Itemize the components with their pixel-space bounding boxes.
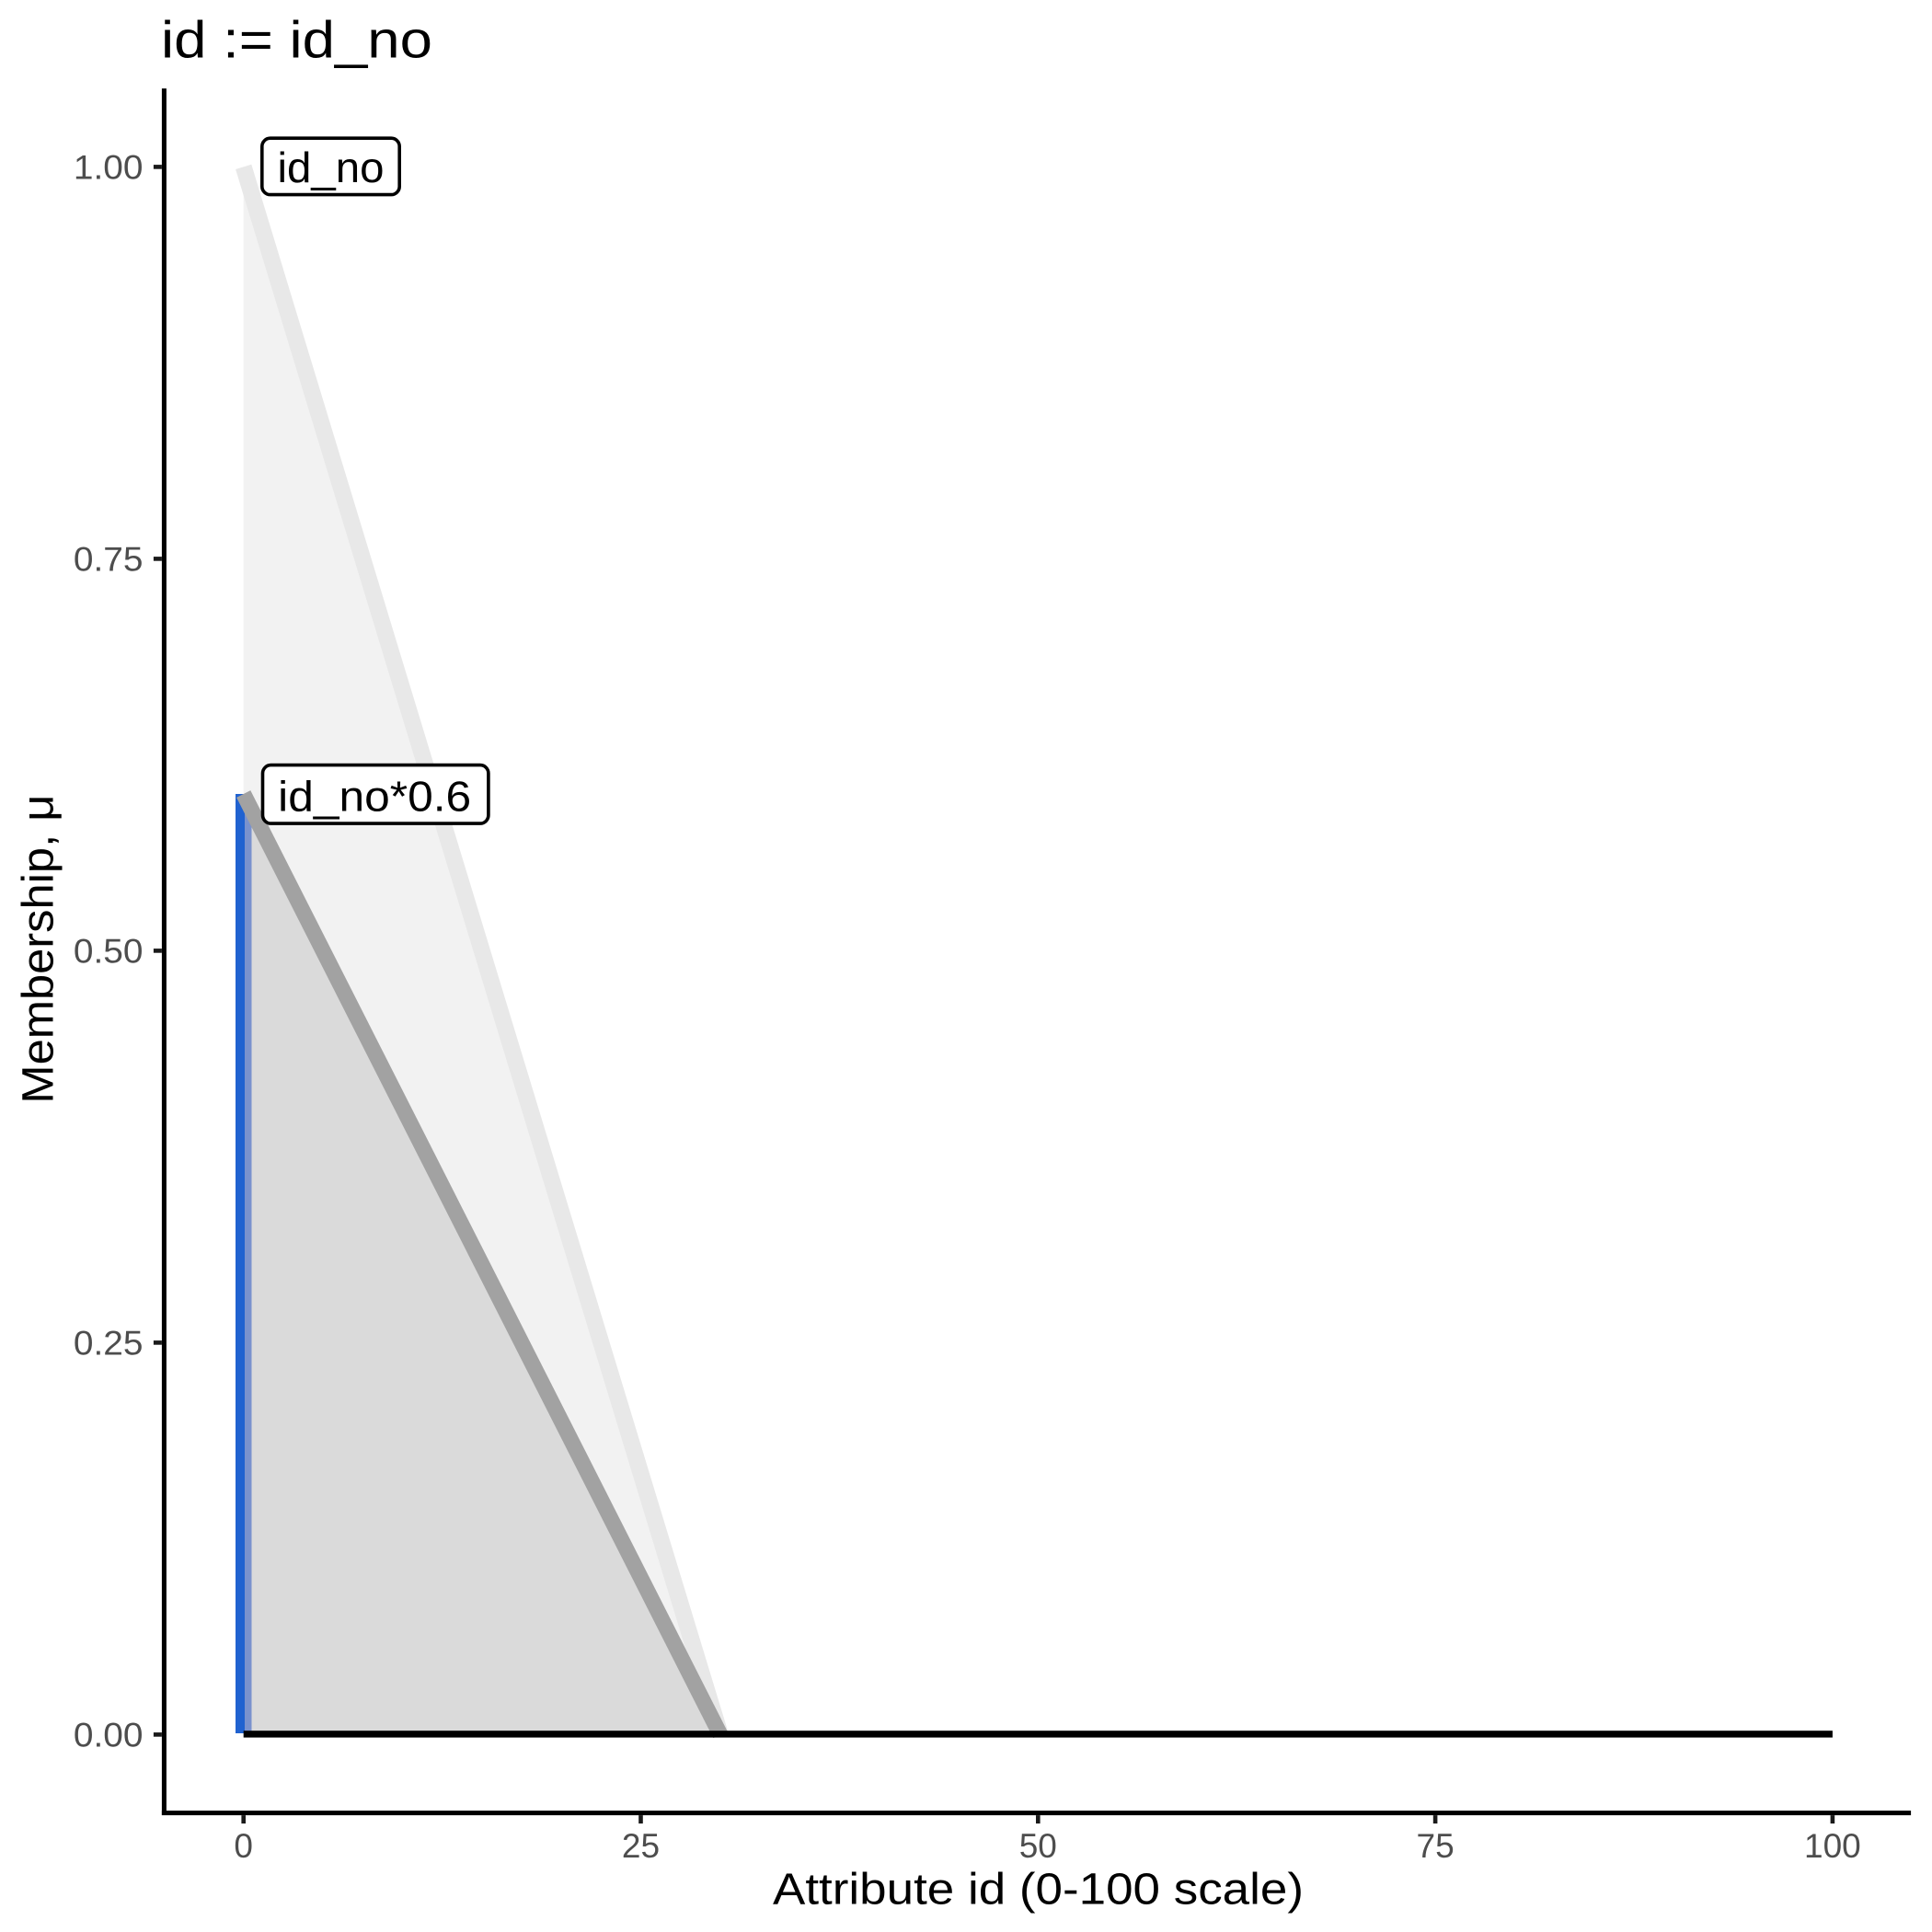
svg-text:75: 75 bbox=[1417, 1827, 1455, 1865]
svg-text:50: 50 bbox=[1019, 1827, 1057, 1865]
svg-text:id := id_no: id := id_no bbox=[161, 10, 432, 69]
svg-text:0.75: 0.75 bbox=[74, 541, 144, 579]
svg-text:id_no*0.6: id_no*0.6 bbox=[278, 772, 471, 820]
svg-text:id_no: id_no bbox=[278, 144, 385, 191]
svg-text:100: 100 bbox=[1804, 1827, 1861, 1865]
svg-text:Attribute id (0-100 scale): Attribute id (0-100 scale) bbox=[773, 1866, 1304, 1915]
svg-text:0.25: 0.25 bbox=[74, 1325, 144, 1363]
svg-text:0.00: 0.00 bbox=[74, 1717, 144, 1754]
svg-text:25: 25 bbox=[622, 1827, 660, 1865]
svg-text:0: 0 bbox=[234, 1827, 253, 1865]
svg-text:Membership, μ: Membership, μ bbox=[15, 795, 63, 1104]
svg-text:0.50: 0.50 bbox=[74, 933, 144, 971]
svg-text:1.00: 1.00 bbox=[74, 149, 144, 187]
